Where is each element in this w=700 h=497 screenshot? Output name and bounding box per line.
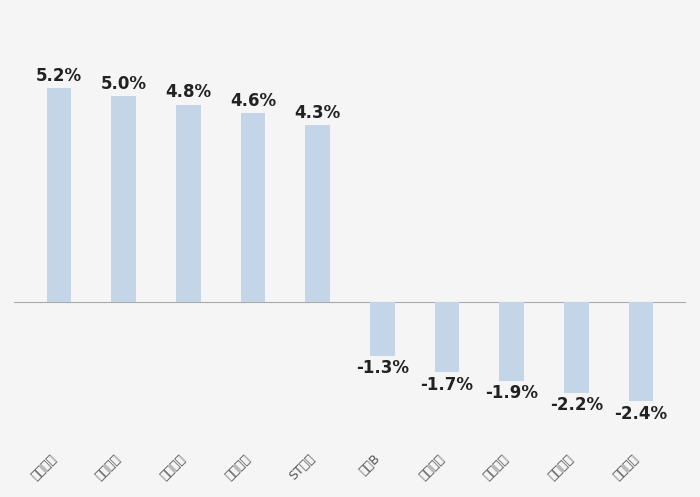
Text: 4.8%: 4.8% [165,83,211,101]
Bar [241,113,265,302]
Text: 4.3%: 4.3% [295,104,341,122]
Bar [499,302,524,381]
Text: 5.0%: 5.0% [101,75,147,93]
Bar [629,302,653,401]
Text: 4.6%: 4.6% [230,91,276,109]
Text: -1.9%: -1.9% [485,384,538,402]
Bar [435,302,459,372]
Text: -1.3%: -1.3% [356,359,409,377]
Text: -2.2%: -2.2% [550,396,603,414]
Bar [564,302,589,393]
Bar [176,104,201,302]
Text: -2.4%: -2.4% [615,405,667,422]
Text: 5.2%: 5.2% [36,67,82,85]
Bar [370,302,395,356]
Bar [305,125,330,302]
Text: -1.7%: -1.7% [421,376,473,394]
Bar [47,88,71,302]
Bar [111,96,136,302]
